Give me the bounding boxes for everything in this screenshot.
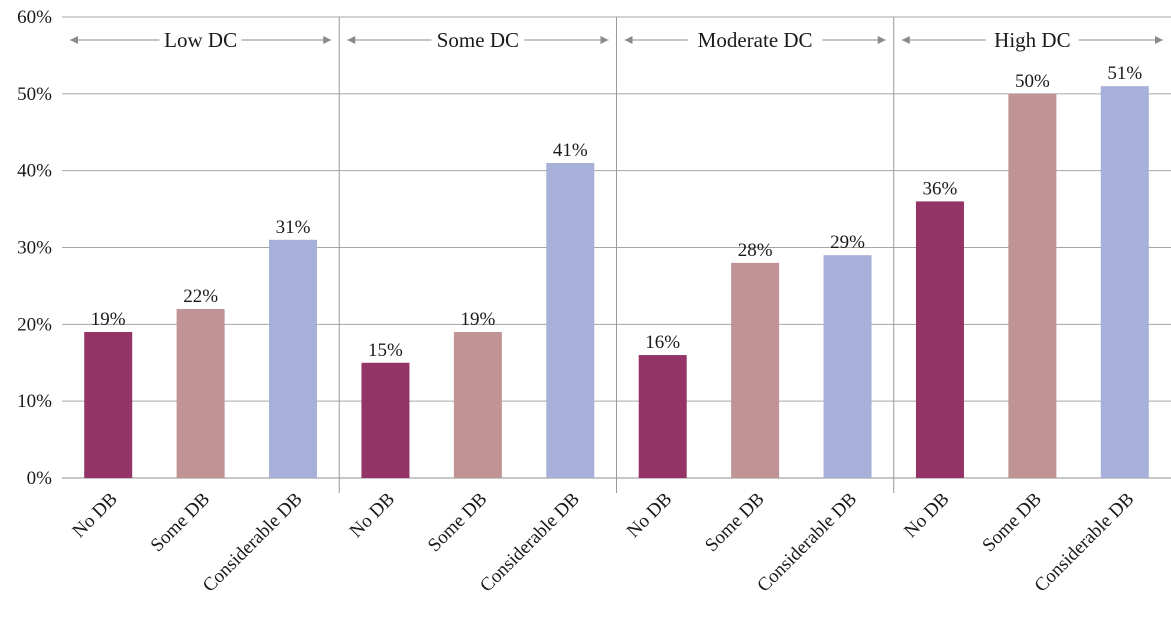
y-tick-label: 30%	[17, 238, 52, 259]
x-category-label: Considerable DB	[476, 489, 584, 597]
x-category-label: Some DB	[147, 489, 214, 556]
bar	[1008, 93, 1057, 478]
arrow-left-icon	[347, 36, 356, 44]
arrow-right-icon	[323, 36, 332, 44]
arrow-right-icon	[600, 36, 609, 44]
y-tick-label: 50%	[17, 84, 52, 105]
bar	[84, 332, 133, 478]
bar	[638, 355, 687, 478]
data-label: 16%	[645, 332, 680, 353]
arrow-left-icon	[70, 36, 78, 44]
data-label: 29%	[830, 232, 865, 253]
bar	[823, 255, 872, 478]
bar	[915, 201, 964, 478]
data-label: 22%	[183, 286, 218, 307]
bar	[453, 332, 502, 478]
x-category-label: No DB	[900, 489, 953, 542]
data-label: 19%	[91, 309, 126, 330]
data-label: 31%	[276, 217, 311, 238]
y-tick-label: 10%	[17, 391, 52, 412]
x-category-label: Considerable DB	[199, 489, 307, 597]
data-label: 50%	[1015, 71, 1050, 92]
x-category-label: Some DB	[978, 489, 1045, 556]
x-category-label: No DB	[346, 489, 399, 542]
x-category-label: Some DB	[701, 489, 768, 556]
arrow-left-icon	[624, 36, 633, 44]
data-label: 36%	[923, 178, 958, 199]
bar	[269, 239, 318, 478]
y-tick-label: 20%	[17, 314, 52, 335]
bar	[361, 362, 410, 478]
bar	[1100, 86, 1149, 479]
group-label: Some DC	[437, 28, 519, 52]
arrow-left-icon	[901, 36, 910, 44]
x-category-label: Some DB	[424, 489, 491, 556]
y-tick-label: 60%	[17, 7, 52, 28]
bar	[176, 308, 225, 478]
bar	[546, 162, 595, 478]
x-category-label: No DB	[68, 489, 121, 542]
group-label: Low DC	[164, 28, 237, 52]
x-category-label: No DB	[623, 489, 676, 542]
data-label: 28%	[738, 240, 773, 261]
data-label: 19%	[460, 309, 495, 330]
y-tick-label: 40%	[17, 161, 52, 182]
group-label: High DC	[994, 28, 1070, 52]
x-category-label: Considerable DB	[1031, 489, 1139, 597]
arrow-right-icon	[1155, 36, 1163, 44]
y-tick-label: 0%	[27, 468, 53, 489]
data-label: 51%	[1107, 63, 1142, 84]
data-label: 41%	[553, 140, 588, 161]
x-category-label: Considerable DB	[753, 489, 861, 597]
data-label: 15%	[368, 340, 403, 361]
bar	[731, 262, 780, 478]
group-label: Moderate DC	[698, 28, 813, 52]
arrow-right-icon	[877, 36, 886, 44]
